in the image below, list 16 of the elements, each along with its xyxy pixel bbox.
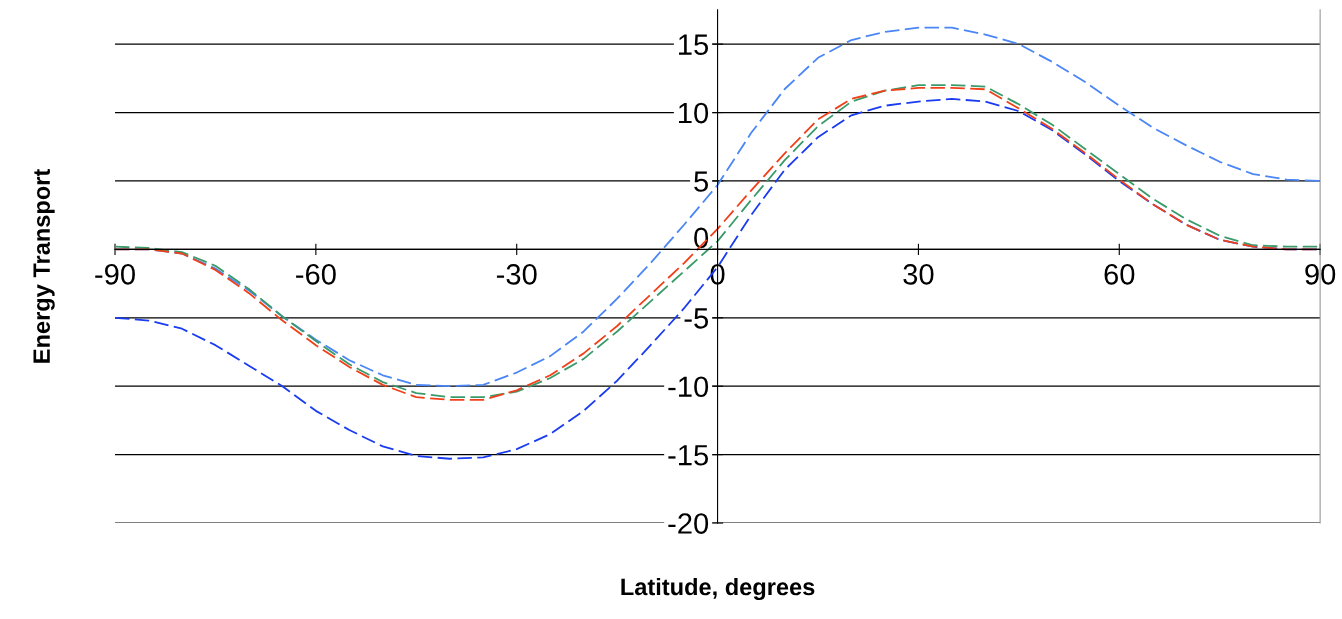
y-axis-title: Energy Transport — [33, 169, 55, 363]
x-tick-label: -60 — [296, 264, 336, 285]
x-tick-label: -30 — [496, 264, 537, 285]
y-tick-label: 10 — [679, 102, 709, 124]
y-tick-label: -20 — [668, 513, 709, 534]
y-tick-label: -5 — [684, 308, 709, 329]
x-tick-label: -90 — [95, 264, 135, 285]
y-tick-label: -15 — [668, 445, 709, 466]
x-tick-label: 90 — [1305, 264, 1336, 285]
y-tick-label: -10 — [668, 376, 709, 398]
y-tick-label: 5 — [694, 171, 709, 192]
y-tick-label: 15 — [679, 34, 709, 55]
x-tick-label: 30 — [903, 264, 934, 285]
x-tick-label: 60 — [1104, 264, 1135, 285]
x-axis-title: Latitude, degrees — [621, 577, 815, 601]
y-tick-label: 0 — [694, 227, 709, 249]
